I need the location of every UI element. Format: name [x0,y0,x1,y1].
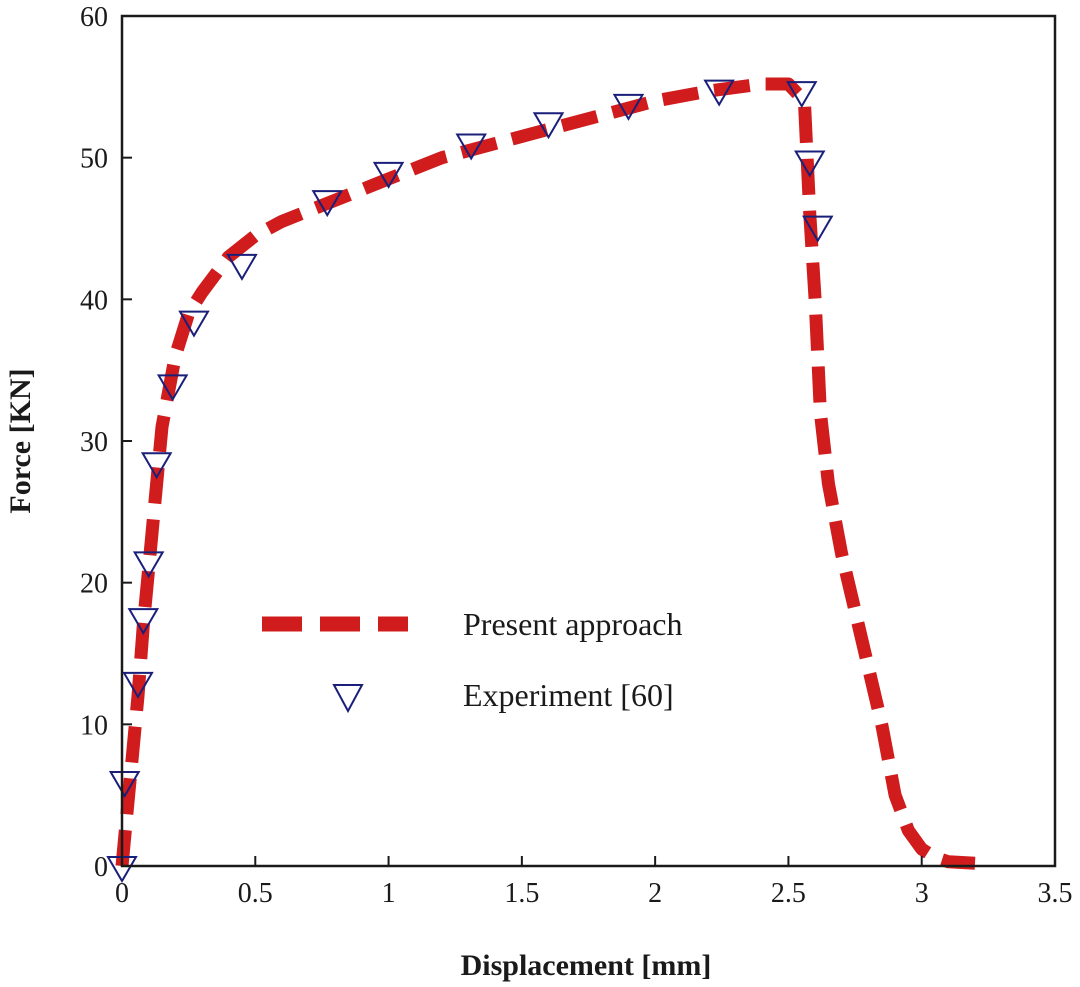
experiment-point-marker [311,190,344,218]
experiment-point-marker [226,253,258,281]
legend-label-experiment: Experiment [60] [463,677,674,713]
legend-triangle-marker [332,684,364,714]
experiment-point-marker [372,161,405,189]
experiment-point-marker [802,215,834,243]
experiment-point-marker [132,551,165,579]
experiment-point-marker [794,150,826,178]
x-tick-label: 2 [648,878,662,909]
legend-label-present-approach: Present approach [463,606,682,642]
series-line-present-approach [115,77,976,870]
x-axis-title: Displacement [mm] [461,949,712,982]
legend: Present approach Experiment [60] [262,606,682,714]
experiment-point-marker [612,93,645,121]
experiment-point-marker [532,112,565,140]
experiment-point-marker [178,310,210,338]
experiment-point-marker [140,452,173,480]
experiment-point-marker [122,671,154,699]
y-tick-label: 10 [80,710,108,741]
plot-frame [120,14,1057,868]
plot-content [106,77,976,883]
x-tick-label: 1.5 [504,878,539,909]
x-tick-label: 3.5 [1038,878,1073,909]
y-tick-label: 60 [80,2,108,33]
y-tick-label: 40 [80,285,108,316]
experiment-point-marker [156,374,189,402]
experiment-point-marker [703,79,735,107]
y-axis-ticks: 0 10 20 30 40 50 60 [80,2,132,883]
y-tick-label: 50 [80,144,108,175]
y-tick-label: 20 [80,569,108,600]
experiment-point-marker [108,771,141,798]
x-tick-label: 1 [382,878,396,909]
x-tick-label: 2.5 [771,878,806,909]
experiment-point-marker [786,81,818,109]
experiment-point-marker [455,133,487,161]
experiment-point-marker [127,608,160,636]
x-tick-label: 3 [915,878,929,909]
x-axis-ticks: 0 0.5 1 1.5 2 2.5 3 3.5 [115,856,1073,909]
y-axis-title: Force [KN] [4,368,37,513]
x-tick-label: 0.5 [238,878,273,909]
y-tick-label: 30 [80,427,108,458]
y-tick-label: 0 [94,852,108,883]
x-tick-label: 0 [115,878,129,909]
